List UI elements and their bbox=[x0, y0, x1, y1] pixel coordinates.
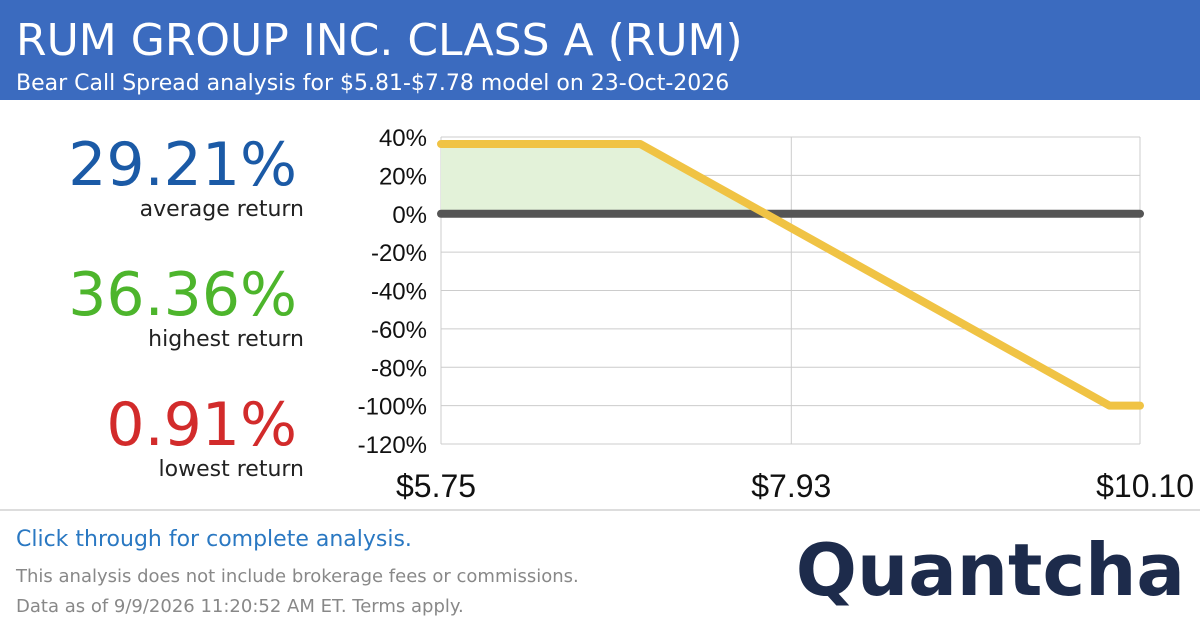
payoff-line bbox=[437, 139, 1144, 410]
y-tick-label: -100% bbox=[358, 394, 427, 421]
y-tick-label: -60% bbox=[371, 317, 427, 344]
y-tick-label: 20% bbox=[379, 163, 427, 190]
footer-date: Data as of 9/9/2026 11:20:52 AM ET. Term… bbox=[16, 596, 464, 617]
x-tick-label: $10.10 bbox=[1096, 468, 1194, 504]
stat-label: lowest return bbox=[159, 457, 304, 482]
y-tick-label: 0% bbox=[392, 202, 427, 229]
y-tick-label: -80% bbox=[371, 355, 427, 382]
stats: 29.21%average return 36.36%highest return… bbox=[68, 130, 304, 482]
x-tick-label: $5.75 bbox=[396, 468, 476, 504]
stat-label: highest return bbox=[148, 327, 304, 352]
y-tick-label: 40% bbox=[379, 125, 427, 152]
stat-label: average return bbox=[140, 197, 304, 222]
stat-value: 29.21% bbox=[68, 130, 297, 200]
footer-link[interactable]: Click through for complete analysis. bbox=[16, 527, 412, 552]
footer-note: This analysis does not include brokerage… bbox=[15, 566, 579, 587]
logo: Quantcha bbox=[796, 528, 1185, 612]
y-tick-label: -40% bbox=[371, 279, 427, 306]
stat-value: 36.36% bbox=[68, 260, 297, 330]
profit-area bbox=[441, 143, 1140, 214]
y-tick-label: -20% bbox=[371, 240, 427, 267]
subtitle: Bear Call Spread analysis for $5.81-$7.7… bbox=[16, 71, 729, 96]
y-tick-label: -120% bbox=[358, 432, 427, 459]
stat-value: 0.91% bbox=[106, 390, 297, 460]
header-band bbox=[0, 0, 1200, 100]
x-tick-label: $7.93 bbox=[751, 468, 831, 504]
plot: 40% 20% 0% -20% -40% -60% -80% -100% -120% $5.75 $… bbox=[358, 125, 1194, 504]
title: RUM GROUP INC. CLASS A (RUM) bbox=[16, 15, 743, 66]
